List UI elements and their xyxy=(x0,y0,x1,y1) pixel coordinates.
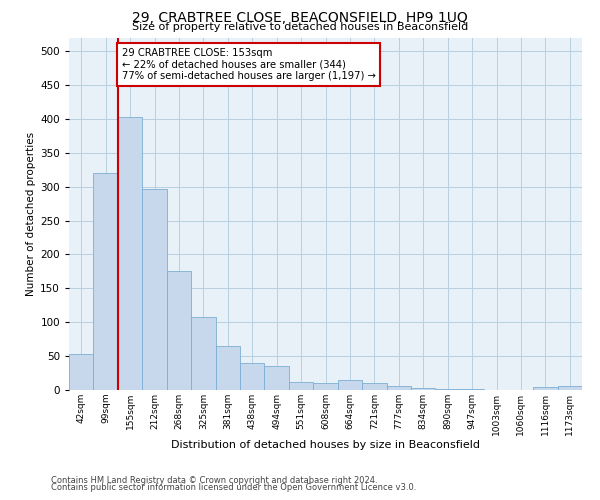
Bar xyxy=(362,383,386,390)
Text: Size of property relative to detached houses in Beaconsfield: Size of property relative to detached ho… xyxy=(132,22,468,32)
Text: 29, CRABTREE CLOSE, BEACONSFIELD, HP9 1UQ: 29, CRABTREE CLOSE, BEACONSFIELD, HP9 1U… xyxy=(132,11,468,25)
Bar xyxy=(313,383,338,390)
Bar xyxy=(557,386,582,390)
Bar xyxy=(167,270,191,390)
Bar xyxy=(240,363,265,390)
Text: Contains HM Land Registry data © Crown copyright and database right 2024.: Contains HM Land Registry data © Crown c… xyxy=(51,476,377,485)
Bar xyxy=(94,173,118,390)
Bar xyxy=(215,346,240,390)
X-axis label: Distribution of detached houses by size in Beaconsfield: Distribution of detached houses by size … xyxy=(171,440,480,450)
Bar xyxy=(142,188,167,390)
Bar xyxy=(338,380,362,390)
Bar xyxy=(533,386,557,390)
Bar xyxy=(411,388,436,390)
Text: Contains public sector information licensed under the Open Government Licence v3: Contains public sector information licen… xyxy=(51,483,416,492)
Text: 29 CRABTREE CLOSE: 153sqm
← 22% of detached houses are smaller (344)
77% of semi: 29 CRABTREE CLOSE: 153sqm ← 22% of detac… xyxy=(122,48,376,81)
Y-axis label: Number of detached properties: Number of detached properties xyxy=(26,132,36,296)
Bar xyxy=(386,386,411,390)
Bar xyxy=(289,382,313,390)
Bar xyxy=(265,366,289,390)
Bar xyxy=(191,317,215,390)
Bar xyxy=(69,354,94,390)
Bar xyxy=(118,117,142,390)
